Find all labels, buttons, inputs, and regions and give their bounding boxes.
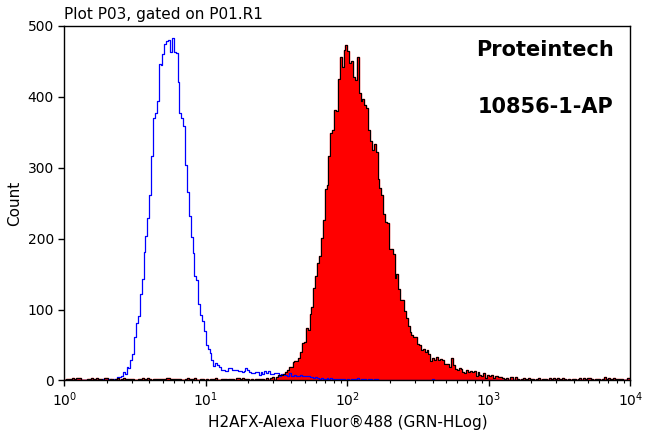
Text: Plot P03, gated on P01.R1: Plot P03, gated on P01.R1 [64,7,263,22]
Text: Proteintech: Proteintech [476,40,614,60]
X-axis label: H2AFX-Alexa Fluor®488 (GRN-HLog): H2AFX-Alexa Fluor®488 (GRN-HLog) [207,415,487,430]
Polygon shape [64,45,630,381]
Text: 10856-1-AP: 10856-1-AP [478,97,614,117]
Y-axis label: Count: Count [7,180,22,226]
